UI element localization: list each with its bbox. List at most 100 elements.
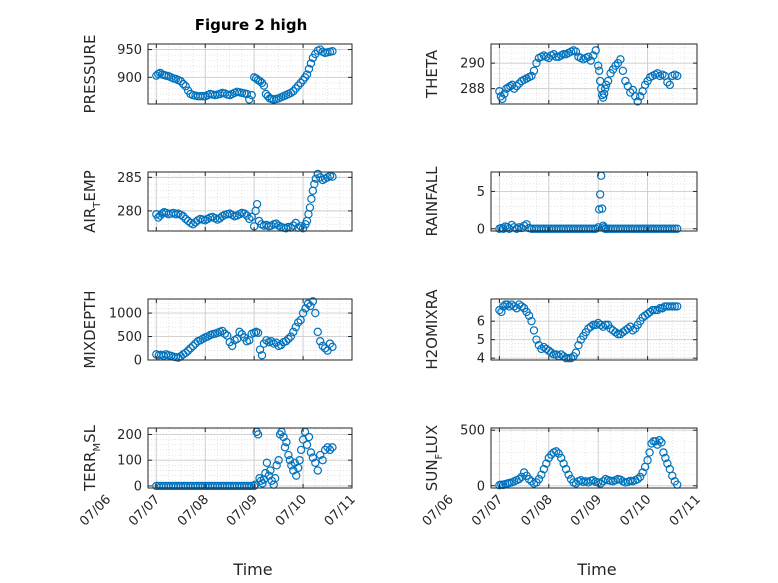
data-point <box>586 322 595 331</box>
data-point <box>673 224 682 233</box>
data-point <box>302 70 312 79</box>
x-tick-label: 07/11 <box>322 492 359 529</box>
data-point <box>270 474 280 483</box>
data-point <box>537 470 546 479</box>
data-point <box>313 327 322 337</box>
y-tick-label: 4 <box>477 352 485 367</box>
data-point <box>308 297 318 306</box>
data-point <box>198 92 207 101</box>
y-tick-label: 0 <box>134 354 142 369</box>
data-point <box>311 308 320 318</box>
data-point <box>245 214 254 224</box>
data-point <box>318 455 327 465</box>
data-point <box>306 301 315 311</box>
data-point <box>293 81 303 90</box>
data-point <box>673 71 682 81</box>
data-point <box>613 329 623 339</box>
data-point <box>653 69 662 78</box>
data-point <box>594 66 604 76</box>
data-point <box>308 453 318 462</box>
data-point <box>598 322 608 331</box>
data-point <box>291 84 300 93</box>
data-point <box>328 443 337 452</box>
x-tick-label: 07/09 <box>568 492 605 529</box>
axes-box <box>147 427 353 489</box>
data-point <box>658 304 667 313</box>
y-tick-label: 0 <box>477 479 485 494</box>
data-point <box>552 447 561 456</box>
data-point <box>188 341 198 351</box>
data-point <box>668 302 677 311</box>
data-point <box>296 78 305 88</box>
data-point <box>296 222 305 231</box>
data-point <box>595 190 605 199</box>
data-point <box>633 97 642 106</box>
data-point <box>301 304 310 313</box>
y-axis-label: RAINFALL <box>423 166 441 237</box>
data-point <box>500 89 509 98</box>
data-point <box>597 204 607 213</box>
data-point <box>289 327 298 337</box>
data-point <box>179 212 188 221</box>
data-point <box>539 464 549 474</box>
data-point <box>304 64 314 74</box>
data-point <box>668 224 677 233</box>
data-point <box>517 302 526 311</box>
data-point <box>316 337 325 346</box>
data-point <box>668 471 677 480</box>
data-point <box>328 172 337 181</box>
axes-box <box>147 298 353 361</box>
data-point <box>280 443 290 452</box>
data-point <box>561 353 571 363</box>
x-tick-label: 07/10 <box>273 492 310 529</box>
data-point <box>552 350 561 359</box>
data-point <box>635 472 645 482</box>
data-point <box>245 481 254 491</box>
data-point <box>655 436 664 445</box>
data-point <box>529 66 539 76</box>
data-point <box>188 220 198 229</box>
data-point <box>181 214 190 224</box>
data-point <box>258 479 267 488</box>
y-tick-label: 500 <box>460 424 485 439</box>
data-point <box>527 71 536 81</box>
data-point <box>262 458 272 467</box>
data-point <box>643 456 652 465</box>
data-point <box>281 337 291 346</box>
data-point <box>616 55 625 64</box>
data-point <box>621 76 630 86</box>
data-point <box>603 76 613 86</box>
data-point <box>650 305 660 315</box>
data-point <box>653 305 662 315</box>
data-point <box>305 203 315 212</box>
data-point <box>591 46 600 55</box>
y-axis-label: H2OMIXRA <box>423 289 441 370</box>
y-tick-label: 5 <box>477 333 485 348</box>
y-axis-label: PRESSURE <box>81 35 99 114</box>
data-point <box>589 224 598 233</box>
data-point <box>499 302 508 311</box>
data-point <box>527 316 536 326</box>
data-point <box>293 463 303 473</box>
x-tick-label: 07/06 <box>420 492 457 529</box>
data-point <box>253 328 263 337</box>
data-point <box>274 455 283 465</box>
data-point <box>616 475 625 484</box>
data-point <box>589 51 598 60</box>
data-point <box>249 481 259 491</box>
data-point <box>618 66 628 76</box>
data-point <box>663 78 672 87</box>
data-point <box>272 461 281 470</box>
axes-box <box>490 171 698 232</box>
data-point <box>611 61 620 70</box>
data-point <box>498 94 507 104</box>
data-point <box>306 59 316 68</box>
data-point <box>547 348 556 357</box>
data-point <box>574 341 583 350</box>
y-tick-label: 200 <box>117 428 142 443</box>
data-point <box>181 82 190 91</box>
data-point <box>564 353 573 363</box>
data-point <box>179 79 188 89</box>
data-point <box>296 445 306 455</box>
